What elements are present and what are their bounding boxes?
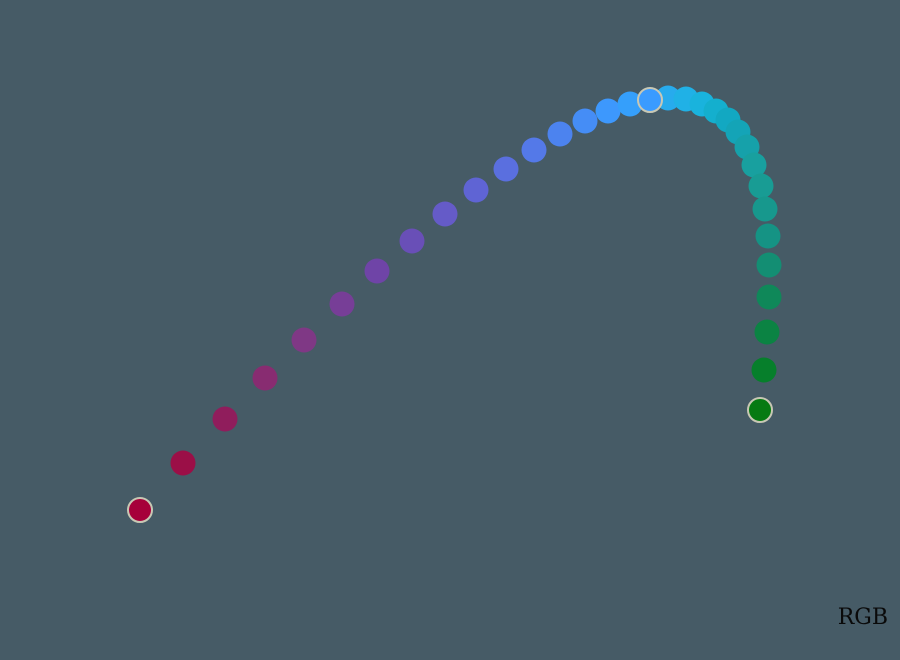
gradient-dot <box>617 91 643 117</box>
gradient-dot <box>493 156 519 182</box>
gradient-dot <box>755 223 781 249</box>
gradient-dot <box>291 327 317 353</box>
gradient-dot <box>752 196 778 222</box>
gradient-dot <box>364 258 390 284</box>
gradient-dot <box>547 121 573 147</box>
start-color-handle[interactable] <box>127 497 153 523</box>
gradient-dot <box>170 450 196 476</box>
gradient-dot <box>756 252 782 278</box>
color-space-label: RGB <box>837 605 888 630</box>
gradient-dot <box>521 137 547 163</box>
gradient-dot <box>572 108 598 134</box>
gradient-dot <box>252 365 278 391</box>
gradient-dot <box>741 152 767 178</box>
gradient-dot <box>463 177 489 203</box>
gradient-dot <box>748 173 774 199</box>
gradient-dot <box>756 284 782 310</box>
gradient-dot <box>399 228 425 254</box>
gradient-dot <box>432 201 458 227</box>
gradient-dot <box>595 98 621 124</box>
gradient-dot <box>212 406 238 432</box>
mid-color-handle[interactable] <box>637 87 663 113</box>
end-color-handle[interactable] <box>747 397 773 423</box>
gradient-dot <box>754 319 780 345</box>
gradient-dot <box>329 291 355 317</box>
gradient-dot <box>751 357 777 383</box>
